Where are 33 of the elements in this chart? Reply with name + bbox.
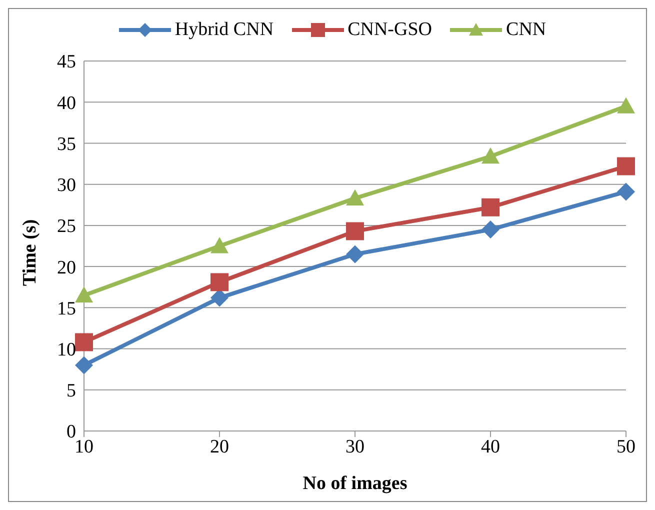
y-tick-label: 20 <box>57 257 76 278</box>
legend-label: CNN-GSO <box>348 19 432 41</box>
point <box>346 189 364 206</box>
point <box>482 147 500 164</box>
x-tick-label: 40 <box>481 436 500 458</box>
y-tick-label: 25 <box>57 216 76 238</box>
y-tick-label: 40 <box>57 92 76 114</box>
point <box>617 97 635 114</box>
y-tick-label: 45 <box>57 52 76 73</box>
point <box>617 182 635 201</box>
y-tick-label: 10 <box>57 340 76 361</box>
point <box>210 273 228 292</box>
point <box>75 286 93 303</box>
y-tick-label: 15 <box>57 298 76 320</box>
legend-label: CNN <box>506 19 546 41</box>
y-tick-label: 35 <box>57 134 76 155</box>
point <box>482 220 500 239</box>
point <box>346 222 364 240</box>
x-tick-label: 20 <box>210 436 229 458</box>
x-tick-label: 30 <box>346 436 364 458</box>
x-axis-title: No of images <box>302 473 408 494</box>
y-tick-label: 30 <box>57 175 76 196</box>
y-tick-label: 0 <box>66 422 76 443</box>
point <box>617 157 635 176</box>
point <box>346 245 364 264</box>
legend-label: Hybrid CNN <box>174 19 274 41</box>
point <box>75 333 93 352</box>
y-axis-title: Time (s) <box>20 219 41 286</box>
x-tick-label: 50 <box>616 436 636 458</box>
point <box>75 356 93 374</box>
point <box>482 198 500 216</box>
point <box>210 237 228 254</box>
y-tick-label: 5 <box>66 380 76 402</box>
